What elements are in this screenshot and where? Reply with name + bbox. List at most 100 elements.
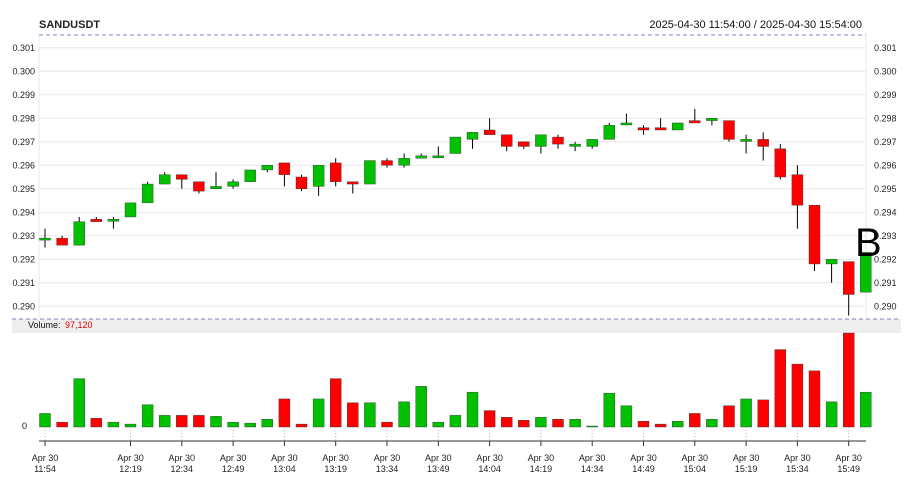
- volume-bar: [158, 415, 171, 428]
- candle-body: [227, 181, 239, 187]
- candle-body: [860, 251, 872, 293]
- volume-bar: [124, 423, 137, 428]
- price-tick-left: 0.290: [12, 301, 35, 311]
- time-tick-time: 15:19: [735, 464, 758, 474]
- time-tick-time: 15:34: [786, 464, 809, 474]
- time-tick-time: 12:34: [171, 464, 194, 474]
- volume-bar: [141, 404, 154, 428]
- price-tick-left: 0.300: [12, 66, 35, 76]
- candle-body: [808, 204, 821, 265]
- volume-bar: [757, 399, 769, 428]
- volume-bar: [398, 401, 410, 428]
- volume-value: 97,120: [65, 320, 93, 330]
- price-tick-right: 0.300: [874, 66, 897, 76]
- price-tick-left: 0.301: [12, 43, 35, 53]
- volume-bar: [569, 419, 581, 428]
- time-tick-date: Apr 30: [835, 453, 862, 463]
- time-tick-date: Apr 30: [579, 453, 606, 463]
- candle-body: [672, 122, 684, 131]
- candle-body: [176, 174, 188, 180]
- volume-bar: [843, 332, 855, 428]
- candle-body: [330, 162, 342, 182]
- price-axis-right: 0.301 0.300 0.299 0.298 0.297 0.296 0.295 0.294…: [874, 43, 897, 312]
- time-tick-time: 11:54: [34, 464, 56, 474]
- candle-body: [244, 169, 256, 182]
- volume-bar: [501, 417, 513, 428]
- time-tick-date: Apr 30: [733, 453, 760, 463]
- time-tick-date: Apr 30: [630, 453, 657, 463]
- candle-body: [535, 134, 547, 147]
- time-tick-time: 12:49: [222, 464, 245, 474]
- price-tick-left: 0.291: [12, 278, 35, 288]
- volume-bar: [689, 413, 701, 428]
- candle-body: [757, 139, 769, 147]
- candle-body: [449, 136, 462, 154]
- candle-body: [637, 127, 650, 131]
- price-tick-right: 0.293: [874, 231, 897, 241]
- candle-body: [312, 165, 325, 187]
- time-tick-date: Apr 30: [682, 453, 709, 463]
- volume-bar: [586, 425, 598, 428]
- candle-body: [791, 174, 804, 206]
- volume-bar: [825, 401, 838, 428]
- candle-body: [347, 181, 359, 185]
- candle-body: [569, 143, 581, 147]
- volume-bar: [193, 415, 205, 428]
- volume-bar: [740, 398, 752, 428]
- price-tick-left: 0.292: [12, 254, 35, 264]
- time-tick-time: 15:49: [837, 464, 860, 474]
- candle-body: [689, 120, 701, 124]
- time-tick-time: 12:19: [119, 464, 142, 474]
- volume-bar: [295, 423, 308, 428]
- volume-bar: [312, 398, 325, 428]
- candle-body: [158, 174, 171, 185]
- candle-body: [501, 134, 513, 147]
- candle-body: [398, 157, 410, 166]
- time-tick-time: 14:34: [581, 464, 604, 474]
- candle-body: [381, 160, 393, 166]
- volume-bar: [637, 420, 650, 428]
- candle-body: [723, 120, 735, 140]
- volume-bar: [483, 410, 496, 428]
- time-tick-date: Apr 30: [322, 453, 349, 463]
- price-tick-left: 0.296: [12, 160, 35, 170]
- price-tick-left: 0.297: [12, 137, 35, 147]
- time-tick-date: Apr 30: [32, 453, 59, 463]
- volume-bar: [603, 392, 615, 428]
- candle-body: [432, 155, 444, 159]
- candle-body: [56, 237, 68, 246]
- price-tick-right: 0.290: [874, 301, 897, 311]
- candle-body: [706, 118, 718, 121]
- time-tick-date: Apr 30: [374, 453, 401, 463]
- volume-bar: [620, 405, 633, 428]
- candle-body: [261, 165, 273, 171]
- time-tick-time: 13:04: [273, 464, 296, 474]
- volume-bar: [278, 398, 291, 428]
- candle-body: [740, 139, 752, 142]
- candle-body: [825, 259, 838, 265]
- time-tick-date: Apr 30: [271, 453, 298, 463]
- volume-bar: [39, 413, 51, 428]
- candle-body: [90, 219, 103, 222]
- candle-body: [552, 136, 564, 145]
- volume-bar: [244, 422, 256, 428]
- time-tick-date: Apr 30: [117, 453, 144, 463]
- volume-bar: [432, 421, 444, 428]
- marker-b: B: [855, 221, 882, 265]
- volume-bar: [381, 421, 393, 428]
- price-tick-right: 0.298: [874, 113, 897, 123]
- volume-bar: [347, 402, 359, 428]
- volume-bars-group: [39, 332, 872, 428]
- volume-bar: [107, 421, 120, 428]
- price-tick-right: 0.297: [874, 137, 897, 147]
- time-tick-time: 14:19: [530, 464, 553, 474]
- price-tick-left: 0.293: [12, 231, 35, 241]
- volume-bar: [261, 419, 273, 428]
- candle-body: [278, 162, 291, 175]
- candle-body: [586, 139, 598, 147]
- time-tick-date: Apr 30: [220, 453, 247, 463]
- candle-body: [483, 129, 496, 135]
- volume-bar: [706, 419, 718, 428]
- candle-body: [654, 127, 667, 131]
- candle-body: [603, 125, 615, 140]
